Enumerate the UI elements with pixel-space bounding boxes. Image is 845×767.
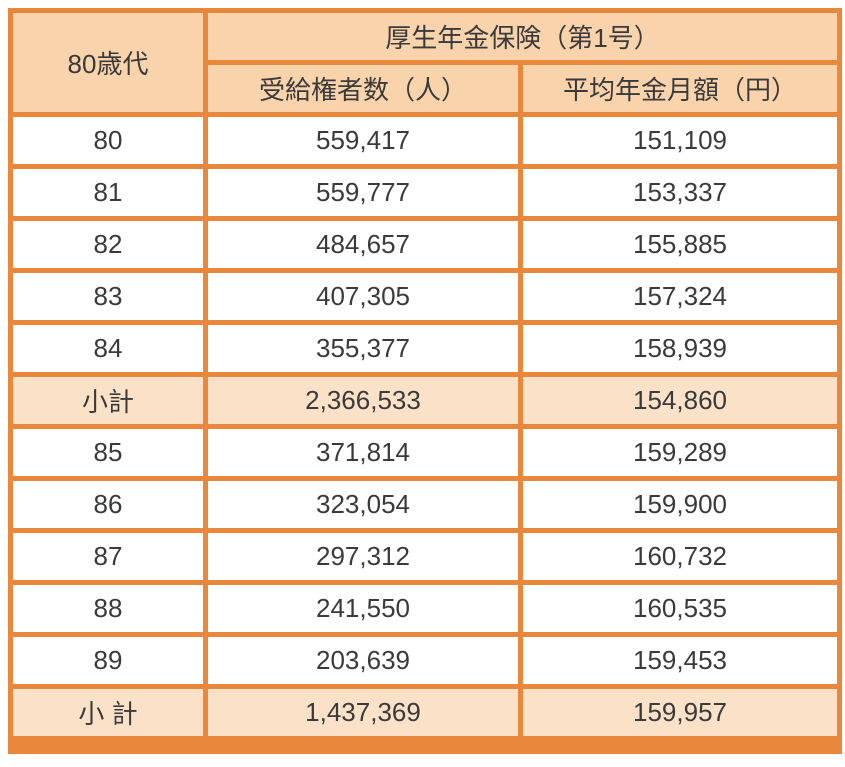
beneficiaries-cell: 1,437,369 xyxy=(203,684,523,754)
table-header: 80歳代 厚生年金保険（第1号） 受給権者数（人） 平均年金月額（円） xyxy=(8,8,842,117)
avg-pension-cell: 153,337 xyxy=(518,164,842,221)
age-cell: 80 xyxy=(8,112,208,169)
header-row-columns: 受給権者数（人） 平均年金月額（円） xyxy=(11,60,842,117)
age-cell: 83 xyxy=(8,268,208,325)
age-cell: 81 xyxy=(8,164,208,221)
age-cell: 82 xyxy=(8,216,208,273)
corner-header-age-decade: 80歳代 xyxy=(8,8,208,117)
table-row: 80 559,417 151,109 xyxy=(8,112,842,169)
pension-table: 80歳代 厚生年金保険（第1号） 受給権者数（人） 平均年金月額（円） 80 5… xyxy=(8,8,842,754)
age-cell: 86 xyxy=(8,476,208,533)
table-row: 86 323,054 159,900 xyxy=(8,476,842,533)
avg-pension-cell: 159,453 xyxy=(518,632,842,689)
table-row: 89 203,639 159,453 xyxy=(8,632,842,689)
table-row: 88 241,550 160,535 xyxy=(8,580,842,637)
subtotal-row-80-84: 小計 2,366,533 154,860 xyxy=(8,372,842,429)
beneficiaries-cell: 371,814 xyxy=(203,424,523,481)
subtotal-label-cell: 小 計 xyxy=(8,684,208,754)
subtotal-label-cell: 小計 xyxy=(8,372,208,429)
avg-pension-cell: 159,900 xyxy=(518,476,842,533)
column-header-avg-monthly: 平均年金月額（円） xyxy=(518,60,842,117)
avg-pension-cell: 159,957 xyxy=(518,684,842,754)
beneficiaries-cell: 355,377 xyxy=(203,320,523,377)
group-header-pension-type: 厚生年金保険（第1号） xyxy=(203,8,842,65)
table-row: 82 484,657 155,885 xyxy=(8,216,842,273)
age-cell: 89 xyxy=(8,632,208,689)
age-cell: 88 xyxy=(8,580,208,637)
subtotal-row-85-89: 小 計 1,437,369 159,957 xyxy=(8,684,842,754)
avg-pension-cell: 157,324 xyxy=(518,268,842,325)
age-cell: 87 xyxy=(8,528,208,585)
age-cell: 85 xyxy=(8,424,208,481)
avg-pension-cell: 158,939 xyxy=(518,320,842,377)
beneficiaries-cell: 559,417 xyxy=(203,112,523,169)
table-body: 80 559,417 151,109 81 559,777 153,337 82… xyxy=(8,112,842,754)
beneficiaries-cell: 407,305 xyxy=(203,268,523,325)
avg-pension-cell: 155,885 xyxy=(518,216,842,273)
avg-pension-cell: 160,732 xyxy=(518,528,842,585)
table-row: 84 355,377 158,939 xyxy=(8,320,842,377)
beneficiaries-cell: 2,366,533 xyxy=(203,372,523,429)
avg-pension-cell: 151,109 xyxy=(518,112,842,169)
beneficiaries-cell: 297,312 xyxy=(203,528,523,585)
beneficiaries-cell: 241,550 xyxy=(203,580,523,637)
table-row: 83 407,305 157,324 xyxy=(8,268,842,325)
avg-pension-cell: 154,860 xyxy=(518,372,842,429)
beneficiaries-cell: 559,777 xyxy=(203,164,523,221)
table-row: 85 371,814 159,289 xyxy=(8,424,842,481)
header-row-group: 80歳代 厚生年金保険（第1号） xyxy=(8,8,842,117)
beneficiaries-cell: 323,054 xyxy=(203,476,523,533)
age-cell: 84 xyxy=(8,320,208,377)
avg-pension-cell: 159,289 xyxy=(518,424,842,481)
table-row: 81 559,777 153,337 xyxy=(8,164,842,221)
beneficiaries-cell: 484,657 xyxy=(203,216,523,273)
avg-pension-cell: 160,535 xyxy=(518,580,842,637)
column-header-beneficiaries: 受給権者数（人） xyxy=(203,60,523,117)
table-row: 87 297,312 160,732 xyxy=(8,528,842,585)
beneficiaries-cell: 203,639 xyxy=(203,632,523,689)
